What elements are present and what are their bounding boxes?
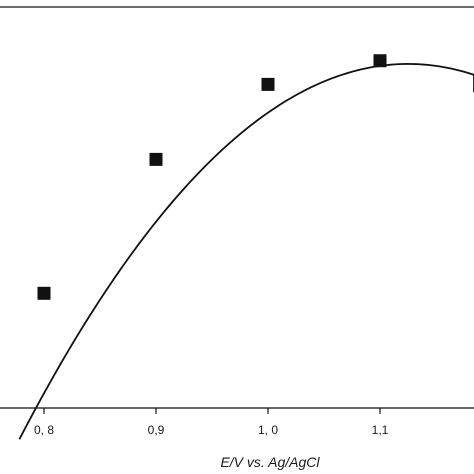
x-tick-labels: 0, 8 0,9 1, 0 1,1: [34, 423, 389, 437]
fit-curve: [18, 63, 474, 440]
x-tick-label: 1,1: [372, 423, 389, 437]
x-axis-title: E/V vs. Ag/AgCl: [220, 454, 320, 470]
x-axis-ticks: [43, 408, 381, 414]
data-point-marker: [373, 54, 387, 68]
data-point-marker: [149, 152, 163, 166]
x-tick-label: 1, 0: [258, 423, 278, 437]
x-tick-label: 0,9: [148, 423, 165, 437]
data-point-marker: [261, 77, 275, 91]
data-point-marker: [37, 286, 51, 300]
data-markers: [37, 54, 387, 300]
x-tick-label: 0, 8: [34, 423, 54, 437]
